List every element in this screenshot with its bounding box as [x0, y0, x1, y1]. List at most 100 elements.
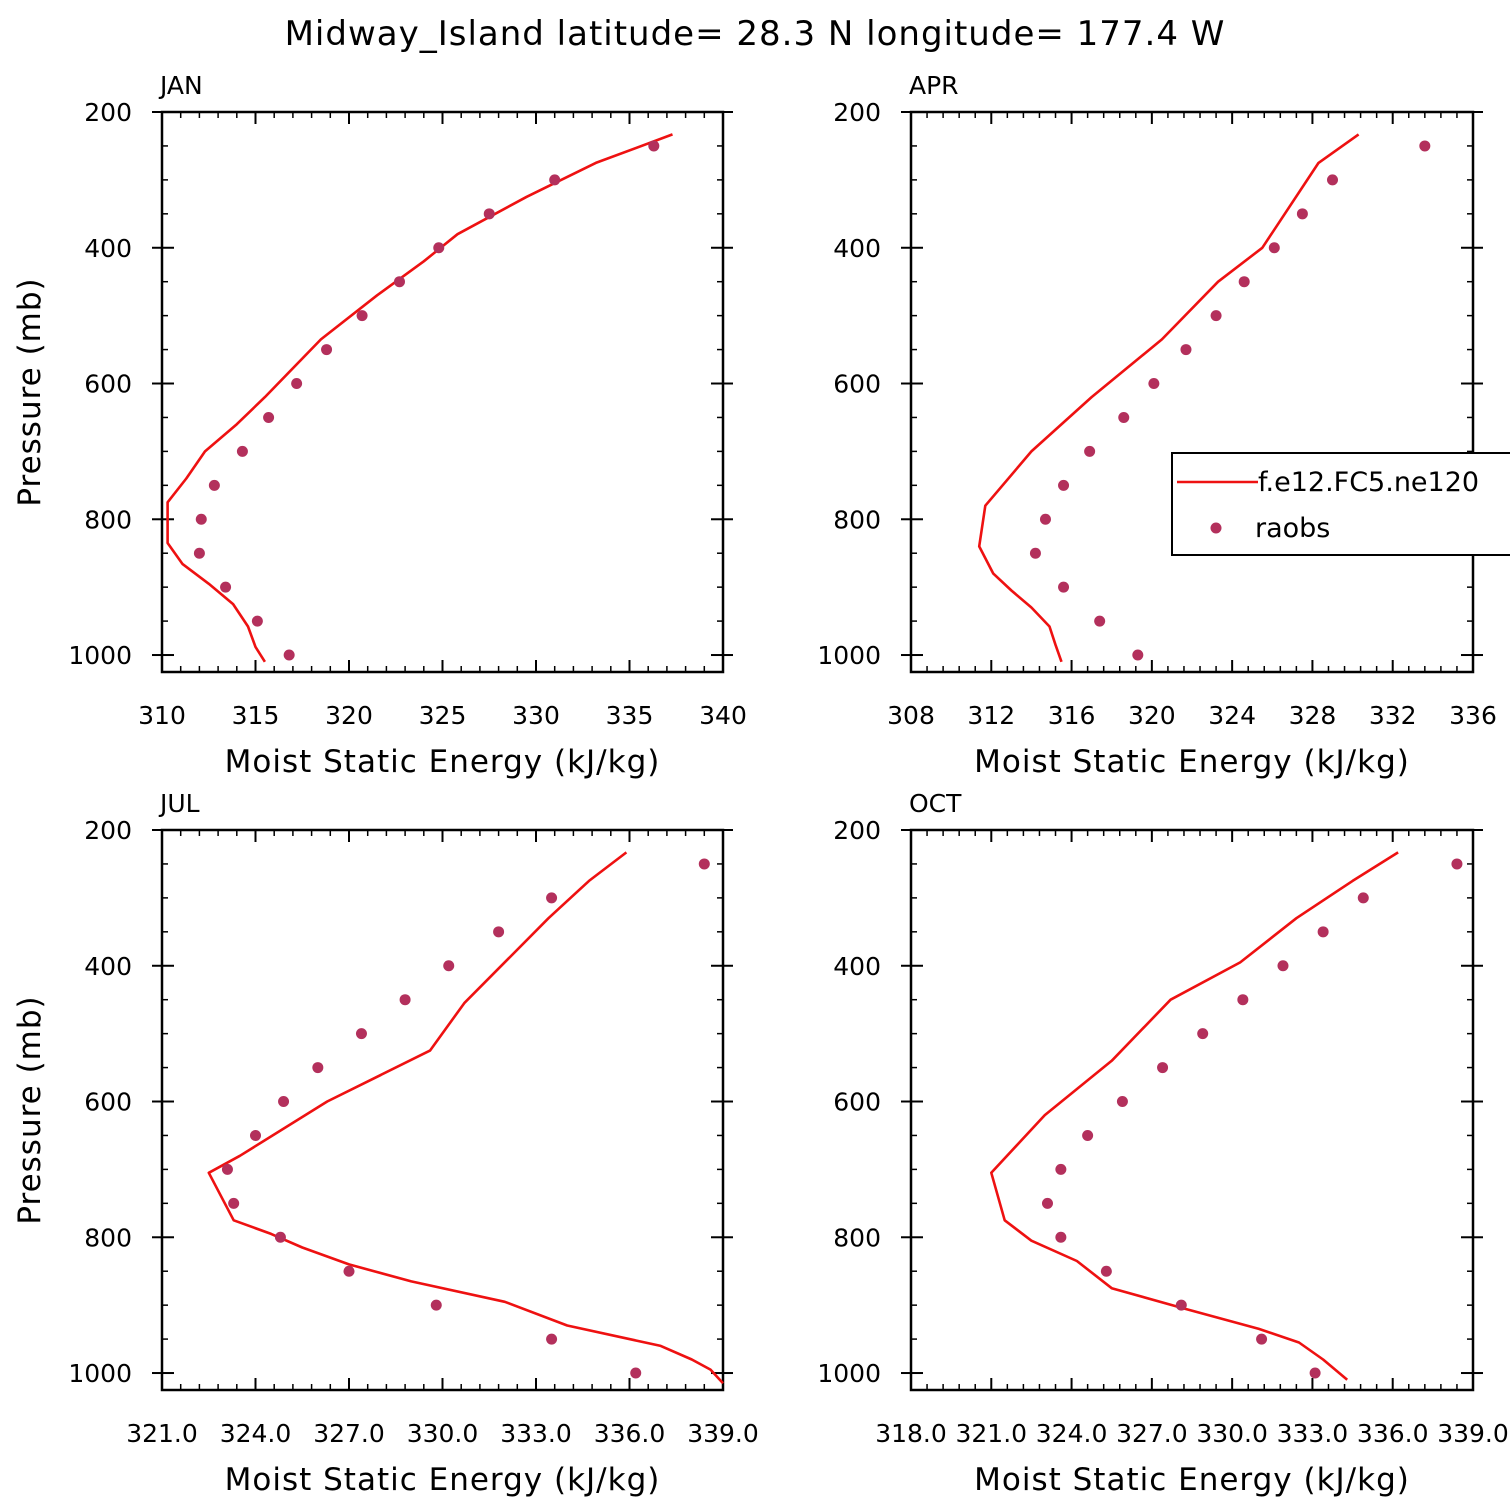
x-tick-label: 321.0: [126, 1419, 198, 1448]
x-axis-label: Moist Static Energy (kJ/kg): [225, 744, 661, 780]
x-tick-label: 320: [325, 701, 373, 730]
raobs-point: [1309, 1367, 1321, 1379]
x-tick-label: 316: [1048, 701, 1096, 730]
figure-title: Midway_Island latitude= 28.3 N longitude…: [285, 14, 1226, 54]
panel-label: OCT: [909, 789, 962, 818]
x-axis-label: Moist Static Energy (kJ/kg): [225, 1462, 661, 1498]
raobs-point: [1055, 1231, 1067, 1243]
raobs-point: [1055, 1163, 1067, 1175]
x-tick-label: 328: [1289, 701, 1337, 730]
x-tick-label: 339.0: [687, 1419, 759, 1448]
raobs-point: [630, 1367, 642, 1379]
y-tick-label: 800: [833, 1223, 881, 1252]
legend-obs-swatch: [1210, 522, 1222, 534]
x-tick-label: 339.0: [1437, 1419, 1509, 1448]
raobs-point: [195, 513, 207, 525]
raobs-point: [1175, 1299, 1187, 1311]
y-tick-label: 1000: [817, 1359, 881, 1388]
raobs-point: [393, 276, 405, 288]
raobs-point: [1277, 960, 1289, 972]
raobs-point: [263, 411, 275, 423]
raobs-point: [283, 649, 295, 661]
y-tick-label: 200: [84, 98, 132, 127]
raobs-point: [1327, 174, 1338, 186]
raobs-point: [483, 208, 495, 220]
raobs-point: [274, 1231, 286, 1243]
raobs-point: [250, 1129, 261, 1141]
raobs-point: [193, 547, 205, 559]
y-tick-label: 400: [84, 234, 132, 263]
raobs-point: [228, 1197, 240, 1209]
x-axis-label: Moist Static Energy (kJ/kg): [974, 744, 1410, 780]
y-tick-label: 800: [833, 505, 881, 534]
raobs-point: [549, 174, 561, 186]
model-line: [166, 133, 673, 663]
raobs-point: [355, 1028, 367, 1040]
x-tick-label: 330.0: [407, 1419, 479, 1448]
plot-frame: [909, 110, 1475, 674]
y-tick-label: 400: [833, 952, 881, 981]
model-line: [207, 851, 724, 1385]
x-tick-label: 336.0: [594, 1419, 666, 1448]
legend-obs-label: raobs: [1255, 513, 1330, 544]
y-tick-label: 600: [84, 1088, 132, 1117]
raobs-point: [1157, 1062, 1169, 1074]
raobs-point: [443, 960, 455, 972]
x-tick-label: 310: [138, 701, 186, 730]
y-tick-label: 800: [84, 1223, 132, 1252]
x-tick-label: 327.0: [1116, 1419, 1188, 1448]
raobs-point: [1100, 1265, 1112, 1277]
raobs-point: [1084, 445, 1096, 457]
raobs-point: [1082, 1129, 1094, 1141]
model-line: [977, 133, 1360, 663]
raobs-point: [343, 1265, 355, 1277]
raobs-point: [399, 994, 411, 1006]
y-tick-label: 1000: [68, 1359, 132, 1388]
panel-oct: OCT 318.0 321.0 324.0 327.0 330.0 333.0 336.0 33…: [817, 789, 1508, 1498]
y-tick-label: 1000: [817, 641, 881, 670]
x-tick-label: 312: [967, 701, 1015, 730]
raobs-point: [1148, 378, 1160, 390]
raobs-point: [1197, 1028, 1209, 1040]
x-tick-label: 325: [419, 701, 467, 730]
raobs-point: [220, 581, 232, 593]
plot-frame: [160, 110, 725, 674]
raobs-point: [221, 1163, 233, 1175]
x-tick-label: 321.0: [955, 1419, 1027, 1448]
y-tick-label: 400: [84, 952, 132, 981]
raobs-point: [1058, 479, 1070, 491]
y-tick-label: 600: [84, 370, 132, 399]
x-tick-label: 332: [1369, 701, 1417, 730]
raobs-point: [1118, 411, 1130, 423]
y-axis-label: Pressure (mb): [12, 277, 48, 506]
raobs-point: [1256, 1333, 1268, 1345]
raobs-point: [546, 892, 558, 904]
raobs-point: [1041, 1197, 1053, 1209]
raobs-point: [1094, 615, 1106, 627]
y-tick-label: 1000: [68, 641, 132, 670]
panel-jul: JUL 321.0 324.0 327.0 330.0 333.0 336.0 339.0 20…: [12, 789, 759, 1498]
raobs-point: [312, 1062, 324, 1074]
x-tick-label: 330.0: [1196, 1419, 1268, 1448]
raobs-point: [291, 378, 303, 390]
x-tick-label: 320: [1128, 701, 1176, 730]
x-tick-label: 336.0: [1357, 1419, 1429, 1448]
x-tick-label: 336: [1449, 701, 1497, 730]
y-tick-label: 200: [84, 816, 132, 845]
y-tick-label: 800: [84, 505, 132, 534]
legend-box: [1171, 452, 1510, 556]
raobs-point: [1268, 242, 1280, 254]
panel-label: JAN: [158, 71, 203, 100]
raobs-point: [1357, 892, 1369, 904]
x-tick-label: 324.0: [220, 1419, 292, 1448]
x-tick-label: 324.0: [1036, 1419, 1108, 1448]
raobs-point: [1058, 581, 1070, 593]
y-tick-label: 600: [833, 1088, 881, 1117]
raobs-point: [321, 344, 333, 356]
panel-jan: JAN 310 315 320 325 330 335 340 200 400 600 800 1000…: [12, 71, 747, 780]
x-tick-label: 333.0: [500, 1419, 572, 1448]
panel-label: JUL: [158, 789, 200, 818]
raobs-point: [1039, 513, 1051, 525]
raobs-point: [356, 310, 368, 322]
